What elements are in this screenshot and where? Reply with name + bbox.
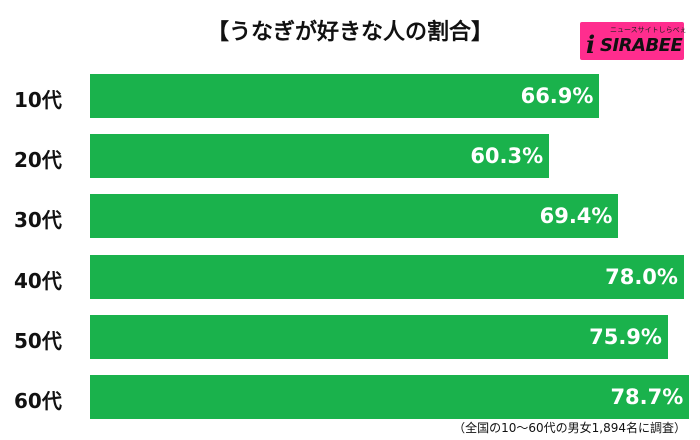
category-label: 30代 xyxy=(14,208,62,233)
bar-value-label: 66.9% xyxy=(520,84,594,108)
category-label: 20代 xyxy=(14,148,62,173)
logo-subtitle: ニュースサイトしらべぇ xyxy=(610,26,687,34)
bar: 66.9% xyxy=(90,74,600,118)
bar: 78.0% xyxy=(90,254,684,299)
bar: 60.3% xyxy=(90,134,550,179)
chart-title: 【うなぎが好きな人の割合】 xyxy=(206,20,493,45)
bar-value-label: 78.0% xyxy=(605,264,678,289)
category-label: 10代 xyxy=(14,88,62,112)
survey-footnote: （全国の10〜60代の男女1,894名に調査） xyxy=(453,421,686,435)
bar-value-label: 60.3% xyxy=(470,144,544,169)
category-label: 40代 xyxy=(14,268,62,293)
bar-value-label: 78.7% xyxy=(610,385,684,409)
logo-text: SIRABEE xyxy=(600,35,683,56)
bar: 75.9% xyxy=(90,314,668,359)
sirabee-logo: ニュースサイトしらべぇ i SIRABEE xyxy=(580,22,687,60)
bar: 78.7% xyxy=(90,375,690,419)
logo-icon: i xyxy=(586,30,596,59)
bar-value-label: 69.4% xyxy=(539,204,613,229)
category-label: 60代 xyxy=(14,389,62,413)
bar-value-label: 75.9% xyxy=(589,324,662,349)
category-label: 50代 xyxy=(14,328,62,353)
bar: 69.4% xyxy=(90,194,619,239)
